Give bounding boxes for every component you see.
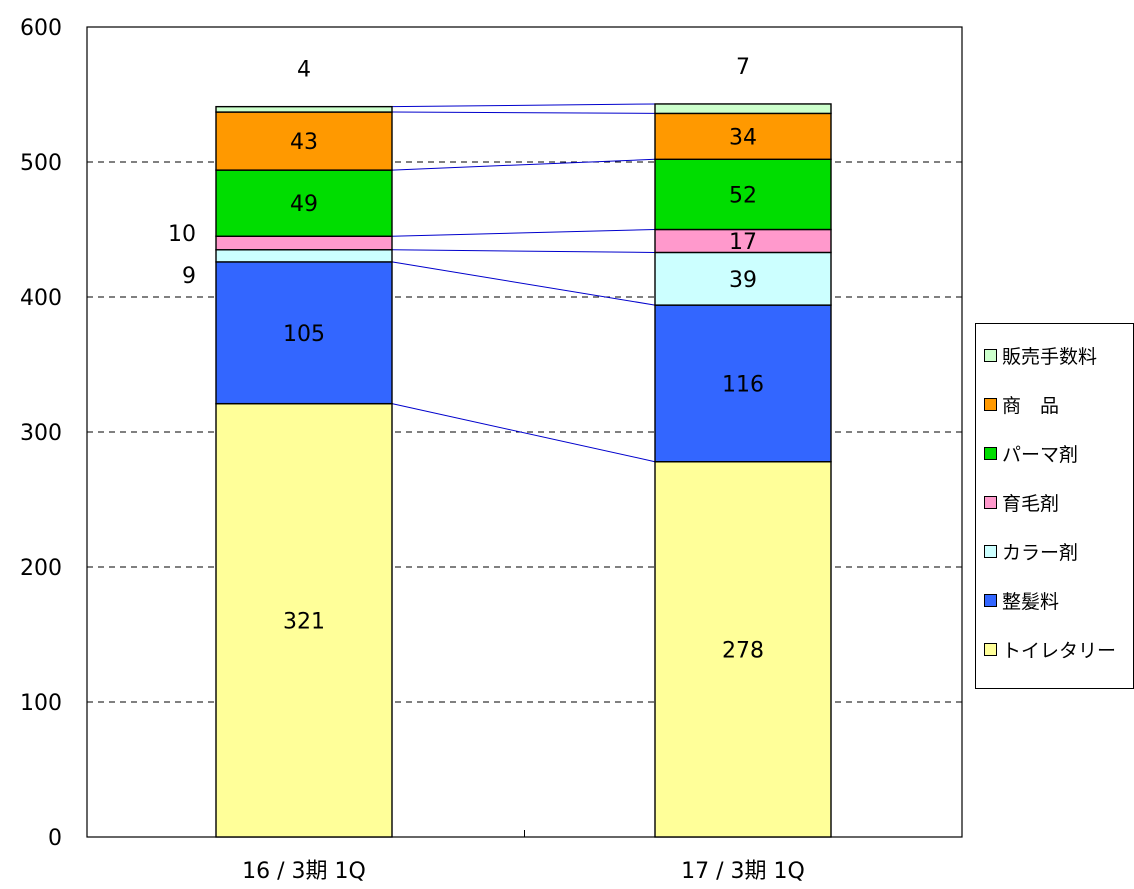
legend-item: カラー剤 [984,540,1079,564]
series-connector-line [391,261,656,306]
chart-legend: 販売手数料商 品パーマ剤育毛剤カラー剤整髪料トイレタリー [975,323,1134,689]
data-label: 9 [182,264,196,289]
bar-segment [215,111,393,171]
legend-swatch [984,348,997,362]
legend-item: 販売手数料 [984,344,1098,368]
data-label: 105 [283,322,325,347]
legend-label: 商 品 [1002,394,1060,417]
y-tick-label: 600 [20,16,62,41]
data-label: 39 [729,268,757,293]
legend-item: 商 品 [984,393,1060,417]
y-tick-label: 300 [20,421,62,446]
legend-swatch [984,593,997,607]
legend-item: 育毛剤 [984,491,1060,515]
series-connector-line [391,158,656,171]
legend-item: 整髪料 [984,589,1060,613]
bar-segment [215,105,393,113]
data-label: 4 [297,58,311,83]
bar-segment [215,235,393,251]
series-connector-line [391,103,656,108]
x-tick-label: 17 / 3期 1Q [681,859,805,884]
y-tick-label: 100 [20,691,62,716]
data-label: 7 [736,55,750,80]
legend-swatch [984,642,997,656]
legend-swatch [984,495,997,509]
bar-segment [215,169,393,237]
y-tick-label: 0 [48,826,62,851]
bar-segment [654,461,832,838]
legend-label: 育毛剤 [1002,492,1060,515]
data-label: 34 [729,125,757,150]
legend-label: カラー剤 [1002,541,1079,564]
data-label: 49 [290,192,318,217]
bar-segment [654,304,832,463]
legend-swatch [984,446,997,460]
bar-segment [654,251,832,306]
bar-segment [654,112,832,161]
data-label: 52 [729,183,757,208]
legend-label: トイレタリー [1002,639,1117,662]
data-label: 116 [722,372,764,397]
y-tick-label: 200 [20,556,62,581]
series-connector-line [391,229,656,237]
x-tick-label: 16 / 3期 1Q [242,859,366,884]
y-tick-label: 400 [20,286,62,311]
bar-segment [654,103,832,115]
data-label: 321 [283,609,325,634]
data-label: 17 [729,230,757,255]
series-connector-line [391,403,656,463]
y-tick-label: 500 [20,151,62,176]
bar-segment [215,402,393,838]
series-connector-line [391,249,656,253]
legend-item: パーマ剤 [984,442,1079,466]
data-label: 278 [722,638,764,663]
data-label: 10 [168,222,196,247]
bar-segment [215,249,393,263]
legend-label: 整髪料 [1002,590,1060,613]
legend-label: パーマ剤 [1002,443,1079,466]
legend-item: トイレタリー [984,638,1117,662]
legend-swatch [984,397,997,411]
series-connector-line [391,111,656,114]
legend-label: 販売手数料 [1002,345,1098,368]
data-label: 43 [290,130,318,155]
legend-swatch [984,544,997,558]
bar-segment [654,158,832,231]
